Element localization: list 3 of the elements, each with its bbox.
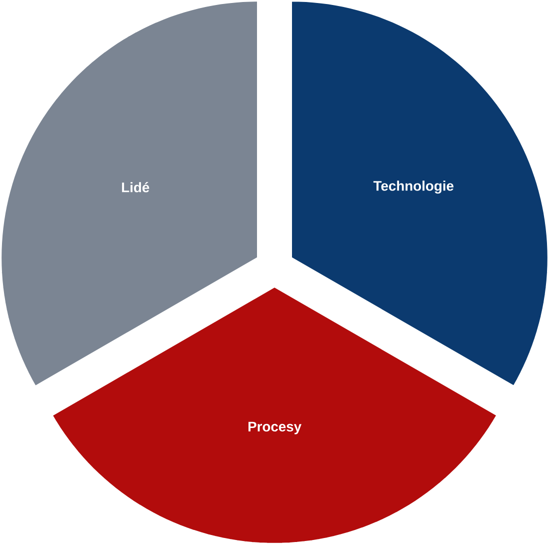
slice-label: Procesy [248, 422, 302, 435]
slice-label: Technologie [373, 180, 454, 194]
slice-label: Lidé [122, 182, 150, 193]
